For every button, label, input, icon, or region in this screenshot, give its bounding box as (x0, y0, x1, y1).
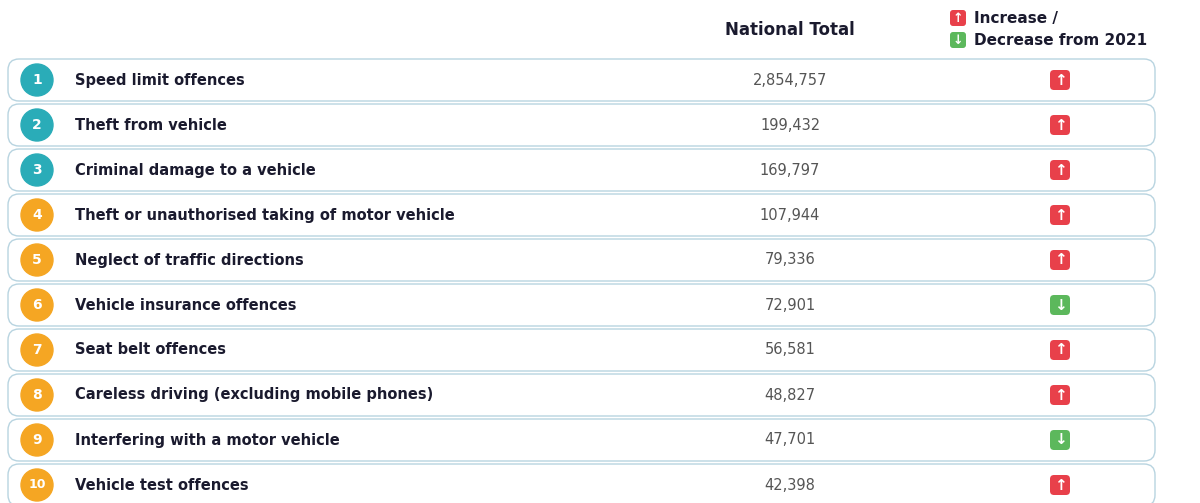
FancyBboxPatch shape (8, 419, 1154, 461)
FancyBboxPatch shape (1050, 475, 1070, 495)
Text: 7: 7 (32, 343, 42, 357)
Text: 2: 2 (32, 118, 42, 132)
Text: Theft from vehicle: Theft from vehicle (74, 118, 227, 132)
Text: 10: 10 (29, 478, 46, 491)
Text: Neglect of traffic directions: Neglect of traffic directions (74, 253, 304, 268)
Text: 5: 5 (32, 253, 42, 267)
FancyBboxPatch shape (8, 284, 1154, 326)
Text: ↑: ↑ (1054, 477, 1067, 492)
Text: Theft or unauthorised taking of motor vehicle: Theft or unauthorised taking of motor ve… (74, 208, 455, 222)
FancyBboxPatch shape (950, 10, 966, 26)
FancyBboxPatch shape (1050, 70, 1070, 90)
Text: Criminal damage to a vehicle: Criminal damage to a vehicle (74, 162, 316, 178)
Text: 1: 1 (32, 73, 42, 87)
Text: 8: 8 (32, 388, 42, 402)
Circle shape (22, 64, 53, 96)
Text: 72,901: 72,901 (764, 297, 816, 312)
FancyBboxPatch shape (1050, 250, 1070, 270)
Text: ↑: ↑ (1054, 208, 1067, 222)
Text: 79,336: 79,336 (764, 253, 815, 268)
Text: ↑: ↑ (1054, 343, 1067, 358)
FancyBboxPatch shape (8, 329, 1154, 371)
Text: National Total: National Total (725, 21, 854, 39)
Circle shape (22, 244, 53, 276)
Text: ↓: ↓ (1054, 433, 1067, 448)
Circle shape (22, 424, 53, 456)
Text: 48,827: 48,827 (764, 387, 816, 402)
FancyBboxPatch shape (1050, 295, 1070, 315)
FancyBboxPatch shape (1050, 430, 1070, 450)
Circle shape (22, 154, 53, 186)
FancyBboxPatch shape (1050, 385, 1070, 405)
Text: ↑: ↑ (1054, 118, 1067, 132)
Text: 4: 4 (32, 208, 42, 222)
FancyBboxPatch shape (8, 59, 1154, 101)
Circle shape (22, 469, 53, 501)
Circle shape (22, 109, 53, 141)
Text: 2,854,757: 2,854,757 (752, 72, 827, 88)
Text: Vehicle insurance offences: Vehicle insurance offences (74, 297, 296, 312)
FancyBboxPatch shape (8, 464, 1154, 503)
Text: ↑: ↑ (1054, 387, 1067, 402)
FancyBboxPatch shape (1050, 115, 1070, 135)
FancyBboxPatch shape (1050, 160, 1070, 180)
Circle shape (22, 334, 53, 366)
FancyBboxPatch shape (1050, 340, 1070, 360)
Text: Speed limit offences: Speed limit offences (74, 72, 245, 88)
Text: 9: 9 (32, 433, 42, 447)
Text: 6: 6 (32, 298, 42, 312)
FancyBboxPatch shape (8, 374, 1154, 416)
Text: 107,944: 107,944 (760, 208, 820, 222)
FancyBboxPatch shape (8, 239, 1154, 281)
Text: Careless driving (excluding mobile phones): Careless driving (excluding mobile phone… (74, 387, 433, 402)
Text: 42,398: 42,398 (764, 477, 816, 492)
Text: ↑: ↑ (1054, 253, 1067, 268)
Text: Increase /: Increase / (974, 11, 1058, 26)
Text: 3: 3 (32, 163, 42, 177)
Circle shape (22, 289, 53, 321)
Text: 56,581: 56,581 (764, 343, 816, 358)
Text: 199,432: 199,432 (760, 118, 820, 132)
Circle shape (22, 379, 53, 411)
Text: 47,701: 47,701 (764, 433, 816, 448)
Text: Seat belt offences: Seat belt offences (74, 343, 226, 358)
Text: ↑: ↑ (953, 12, 964, 25)
Text: Vehicle test offences: Vehicle test offences (74, 477, 248, 492)
FancyBboxPatch shape (8, 149, 1154, 191)
Text: ↓: ↓ (953, 34, 964, 46)
Text: 169,797: 169,797 (760, 162, 820, 178)
Text: Decrease from 2021: Decrease from 2021 (974, 33, 1147, 47)
FancyBboxPatch shape (8, 194, 1154, 236)
FancyBboxPatch shape (1050, 205, 1070, 225)
Text: ↑: ↑ (1054, 72, 1067, 88)
Text: ↓: ↓ (1054, 297, 1067, 312)
FancyBboxPatch shape (8, 104, 1154, 146)
Circle shape (22, 199, 53, 231)
Text: ↑: ↑ (1054, 162, 1067, 178)
FancyBboxPatch shape (950, 32, 966, 48)
Text: Interfering with a motor vehicle: Interfering with a motor vehicle (74, 433, 340, 448)
